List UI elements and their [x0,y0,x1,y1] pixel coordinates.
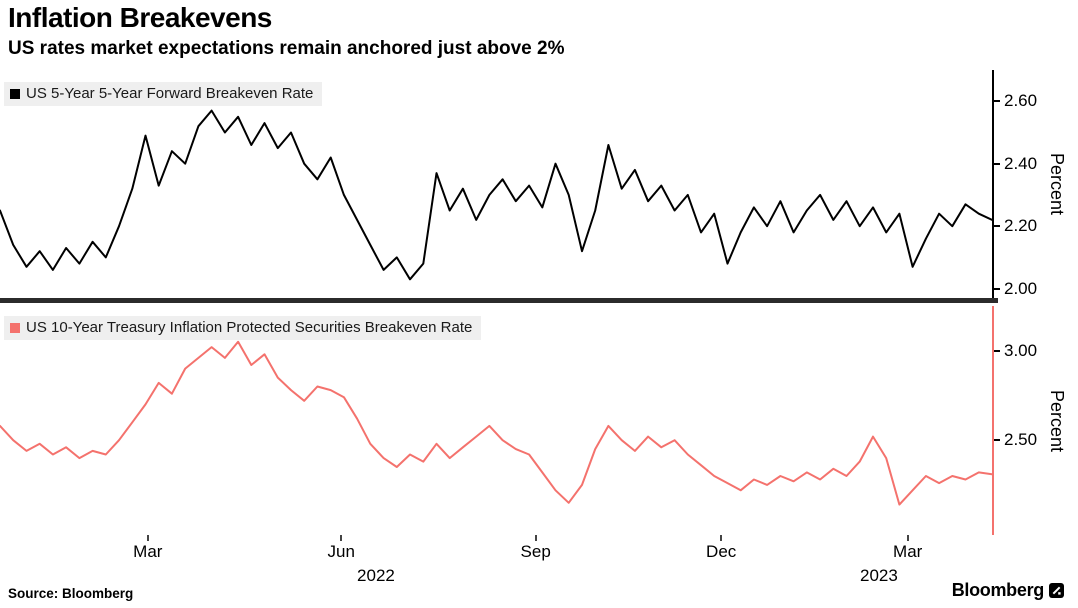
y-tick-mark [994,100,1000,103]
x-axis: Mar Jun Sep Dec Mar 2022 2023 [0,535,992,590]
y-tick-label: 2.60 [1004,91,1038,111]
x-tick-label: Sep [520,542,551,561]
top-chart-plot [0,109,992,281]
y-tick-label: 3.00 [1004,340,1038,360]
x-tick-label: Mar [133,542,163,561]
bloomberg-terminal-icon [1049,583,1064,598]
bottom-legend-label: US 10-Year Treasury Inflation Protected … [26,319,473,336]
y-tick-label: 2.50 [1004,430,1038,450]
bottom-y-axis-line [992,306,994,535]
x-tick-label: Mar [893,542,923,561]
bottom-legend: US 10-Year Treasury Inflation Protected … [4,316,482,340]
x-tick-mark [340,535,343,541]
x-tick-mark [906,535,909,541]
y-tick-mark [994,287,1000,290]
bottom-chart-plot [0,340,992,506]
bottom-y-axis-title: Percent [1047,389,1067,452]
panel-separator [0,298,998,303]
bottom-chart-panel: Percent US 10-Year Treasury Inflation Pr… [0,306,1078,535]
y-tick-label: 2.40 [1004,153,1038,173]
y-tick-label: 2.00 [1004,278,1038,298]
x-tick-mark [146,535,149,541]
y-tick-mark [994,162,1000,165]
top-legend: US 5-Year 5-Year Forward Breakeven Rate [4,82,323,106]
top-y-axis-line [992,70,994,298]
y-tick-mark [994,439,1000,442]
chart-subtitle: US rates market expectations remain anch… [8,38,565,59]
y-tick-mark [994,349,1000,352]
bottom-legend-swatch-icon [10,322,20,333]
x-tick-mark [720,535,723,541]
x-year-label: 2022 [357,566,395,585]
y-tick-mark [994,225,1000,228]
y-tick-label: 2.20 [1004,216,1038,236]
source-credit: Source: Bloomberg [8,586,134,601]
x-year-label: 2023 [859,566,898,585]
top-y-axis-title: Percent [1047,152,1067,216]
bloomberg-logo-text: Bloomberg [951,580,1045,600]
chart-title: Inflation Breakevens [8,2,272,33]
x-tick-label: Dec [706,542,737,561]
top-legend-swatch-icon [10,88,20,99]
bloomberg-logo: Bloomberg [952,580,1064,601]
x-tick-label: Jun [327,542,355,561]
top-legend-label: US 5-Year 5-Year Forward Breakeven Rate [26,85,314,102]
top-chart-panel: Percent US 5-Year 5-Year Forward Breakev… [0,70,1078,298]
x-tick-mark [534,535,537,541]
